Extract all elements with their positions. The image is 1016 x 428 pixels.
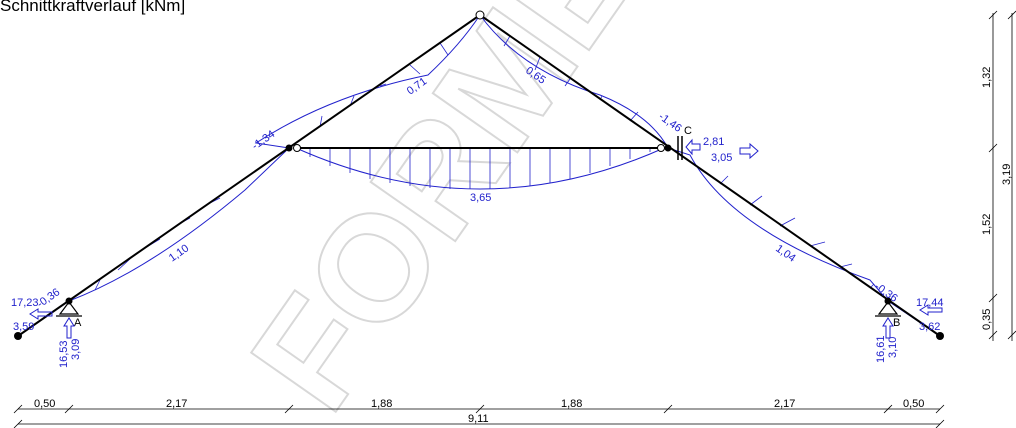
hinge-tie-right [657,144,665,152]
hinge-tie-left [293,144,301,152]
support-c-label: C [684,125,692,137]
label-right-lower: 1,04 [773,243,797,265]
label-knee-right: -1,46 [656,111,683,135]
moment-curve-left-upper [254,14,481,149]
arrow-a-horizontal [29,308,53,320]
reaction-b-v1: 16,61 [875,335,887,363]
watermark-text: FORMET- [219,0,744,428]
arrow-c-2 [739,142,759,160]
dim-right-3: 0,35 [981,309,993,330]
label-tie-mid: 3,65 [470,192,491,204]
watermark: FORMET- [218,0,745,428]
moment-curve-left-lower [17,147,290,337]
rafter-left [17,14,481,337]
reaction-b-v2: 3,10 [887,337,899,358]
dim-bottom-6: 0,50 [903,398,924,410]
dim-bottom-4: 1,88 [561,398,582,410]
label-tip-right: 3,62 [919,321,940,333]
support-b [875,301,901,317]
end-node-left [14,332,22,340]
end-node-right [936,332,944,340]
support-a-label: A [74,317,82,329]
reaction-c-f2: 3,05 [711,152,732,164]
moment-curve-tie [295,147,665,190]
diagram-title: Schnittkraftverlauf [kNm] [0,0,185,15]
hinge-ridge [475,10,485,20]
moment-curve-right-lower [667,147,941,337]
dim-bottom-1: 0,50 [34,398,55,410]
reaction-a-v1: 16,53 [58,340,70,368]
support-c [677,136,683,160]
support-a [56,301,82,317]
reaction-arrows [29,138,943,339]
reaction-b-h: 17,44 [916,297,944,309]
dimension-lines-right [988,10,1016,341]
nodes [14,10,944,340]
arrow-b-vertical [882,317,894,339]
label-left-lower: 1,10 [167,242,191,264]
knee-node-left [285,144,293,152]
moment-curve-right-upper [479,14,669,149]
reaction-c-f1: 2,81 [703,136,724,148]
arrow-a-vertical [63,317,75,339]
arrow-c-1 [685,138,701,156]
label-support-left: -0,36 [35,286,62,310]
moment-hatch [94,35,875,291]
structure [17,14,941,337]
dim-right-2: 1,52 [981,214,993,235]
dim-right-total: 3,19 [1001,164,1013,185]
dim-bottom-3: 1,88 [371,398,392,410]
dimension-lines-bottom [13,404,945,428]
moment-fills [17,14,941,337]
dim-right-1: 1,32 [981,67,993,88]
reaction-a-v2: 3,09 [70,339,82,360]
support-b-label: B [893,317,900,329]
rafter-right [479,14,941,337]
reaction-a-h: 17,23 [11,297,39,309]
dim-bottom-5: 2,17 [774,398,795,410]
label-tip-left: 3,59 [13,321,34,333]
knee-node-right [664,144,672,152]
dim-bottom-2: 2,17 [166,398,187,410]
arrow-b-horizontal [919,304,943,316]
dim-bottom-total: 9,11 [468,413,489,425]
